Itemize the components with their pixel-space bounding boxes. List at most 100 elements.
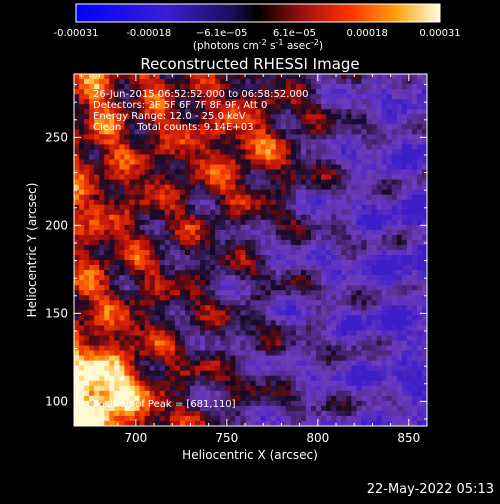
heatmap-cell <box>301 280 307 286</box>
heatmap-cell <box>94 356 100 362</box>
heatmap-cell <box>296 245 302 251</box>
heatmap-cell <box>276 104 282 110</box>
heatmap-cell <box>336 89 342 95</box>
heatmap-cell <box>145 386 151 392</box>
heatmap-cell <box>412 129 418 135</box>
heatmap-cell <box>200 305 206 311</box>
heatmap-cell <box>321 124 327 130</box>
heatmap-cell <box>225 245 231 251</box>
heatmap-cell <box>79 139 85 145</box>
heatmap-cell <box>306 280 312 286</box>
heatmap-cell <box>94 250 100 256</box>
heatmap-cell <box>235 230 241 236</box>
heatmap-cell <box>412 361 418 367</box>
heatmap-cell <box>235 366 241 372</box>
heatmap-cell <box>84 290 90 296</box>
heatmap-cell <box>99 270 105 276</box>
heatmap-cell <box>145 381 151 387</box>
heatmap-cell <box>341 180 347 186</box>
heatmap-cell <box>266 129 272 135</box>
heatmap-cell <box>74 371 80 377</box>
heatmap-cell <box>377 79 383 85</box>
heatmap-cell <box>79 119 85 125</box>
heatmap-cell <box>220 300 226 306</box>
heatmap-cell <box>160 200 166 206</box>
heatmap-cell <box>306 300 312 306</box>
heatmap-cell <box>114 371 120 377</box>
heatmap-cell <box>321 185 327 191</box>
heatmap-cell <box>361 330 367 336</box>
heatmap-cell <box>225 165 231 171</box>
heatmap-cell <box>397 180 403 186</box>
heatmap-cell <box>155 210 161 216</box>
heatmap-cell <box>84 285 90 291</box>
heatmap-cell <box>356 356 362 362</box>
heatmap-cell <box>346 225 352 231</box>
heatmap-cell <box>377 406 383 412</box>
heatmap-cell <box>377 305 383 311</box>
heatmap-cell <box>109 376 115 382</box>
heatmap-cell <box>124 356 130 362</box>
heatmap-cell <box>281 371 287 377</box>
heatmap-cell <box>366 190 372 196</box>
heatmap-cell <box>372 205 378 211</box>
heatmap-cell <box>109 195 115 201</box>
heatmap-cell <box>271 149 277 155</box>
heatmap-cell <box>109 416 115 422</box>
heatmap-cell <box>175 74 181 80</box>
heatmap-cell <box>392 210 398 216</box>
heatmap-cell <box>392 129 398 135</box>
heatmap-cell <box>291 134 297 140</box>
heatmap-cell <box>190 330 196 336</box>
heatmap-cell <box>276 240 282 246</box>
heatmap-cell <box>84 280 90 286</box>
heatmap-cell <box>180 245 186 251</box>
heatmap-cell <box>356 320 362 326</box>
heatmap-cell <box>331 205 337 211</box>
heatmap-cell <box>165 180 171 186</box>
heatmap-cell <box>230 175 236 181</box>
heatmap-cell <box>114 376 120 382</box>
heatmap-cell <box>366 94 372 100</box>
heatmap-cell <box>240 205 246 211</box>
heatmap-cell <box>351 180 357 186</box>
heatmap-cell <box>301 104 307 110</box>
heatmap-cell <box>387 351 393 357</box>
heatmap-cell <box>387 240 393 246</box>
heatmap-cell <box>205 230 211 236</box>
heatmap-cell <box>190 270 196 276</box>
heatmap-cell <box>89 290 95 296</box>
heatmap-cell <box>402 240 408 246</box>
heatmap-cell <box>266 391 272 397</box>
heatmap-cell <box>291 351 297 357</box>
heatmap-cell <box>387 260 393 266</box>
heatmap-cell <box>377 200 383 206</box>
heatmap-cell <box>417 325 423 331</box>
heatmap-cell <box>74 180 80 186</box>
heatmap-cell <box>412 356 418 362</box>
heatmap-cell <box>124 235 130 241</box>
heatmap-cell <box>382 225 388 231</box>
heatmap-cell <box>175 180 181 186</box>
heatmap-cell <box>346 406 352 412</box>
heatmap-cell <box>200 391 206 397</box>
heatmap-cell <box>240 381 246 387</box>
heatmap-cell <box>245 315 251 321</box>
heatmap-cell <box>261 330 267 336</box>
heatmap-cell <box>351 371 357 377</box>
heatmap-cell <box>251 205 257 211</box>
heatmap-cell <box>356 280 362 286</box>
heatmap-cell <box>392 406 398 412</box>
heatmap-cell <box>155 215 161 221</box>
heatmap-cell <box>185 295 191 301</box>
heatmap-cell <box>281 275 287 281</box>
heatmap-cell <box>306 346 312 352</box>
heatmap-cell <box>235 411 241 417</box>
heatmap-cell <box>336 366 342 372</box>
heatmap-cell <box>119 295 125 301</box>
heatmap-cell <box>256 134 262 140</box>
heatmap-cell <box>205 255 211 261</box>
heatmap-cell <box>251 230 257 236</box>
heatmap-cell <box>261 180 267 186</box>
heatmap-cell <box>276 346 282 352</box>
